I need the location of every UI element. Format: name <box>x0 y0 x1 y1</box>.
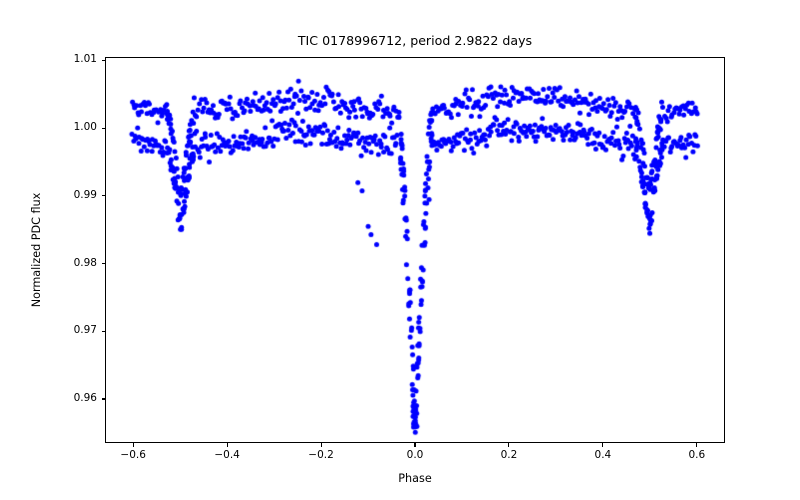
y-tick-mark <box>101 127 105 129</box>
y-tick-mark <box>101 398 105 400</box>
y-tick-label: 0.99 <box>73 188 97 201</box>
x-tick-mark <box>696 443 698 447</box>
x-tick-label: −0.2 <box>308 449 334 461</box>
y-tick-label: 0.98 <box>73 256 97 269</box>
x-tick-label: −0.4 <box>214 449 240 461</box>
y-tick-mark <box>101 262 105 265</box>
x-tick-mark <box>508 443 510 447</box>
y-tick-label: 0.96 <box>73 391 97 404</box>
y-tick-mark <box>101 330 105 332</box>
plot-title: TIC 0178996712, period 2.9822 days <box>297 33 533 48</box>
y-tick-label: 0.97 <box>73 324 97 337</box>
x-tick-label: −0.6 <box>120 449 146 461</box>
y-tick-mark <box>101 59 105 61</box>
x-tick-mark <box>226 443 228 447</box>
y-tick-label: 1.01 <box>73 53 97 66</box>
x-tick-mark <box>320 443 322 447</box>
x-tick-mark <box>414 443 416 447</box>
x-tick-label: 0.4 <box>594 449 612 461</box>
x-tick-label: 0.0 <box>406 449 424 461</box>
y-tick-label: 1.00 <box>73 121 97 134</box>
scatter-plot-data-area <box>106 58 724 442</box>
x-tick-label: 0.2 <box>500 449 518 461</box>
y-axis-label: Normalized PDC flux <box>30 192 43 308</box>
x-tick-label: 0.6 <box>688 449 706 461</box>
plot-axes-frame <box>105 57 725 443</box>
x-tick-mark <box>132 443 134 447</box>
x-tick-mark <box>602 443 604 447</box>
x-axis-label: Phase <box>398 472 432 485</box>
y-tick-mark <box>101 195 105 197</box>
